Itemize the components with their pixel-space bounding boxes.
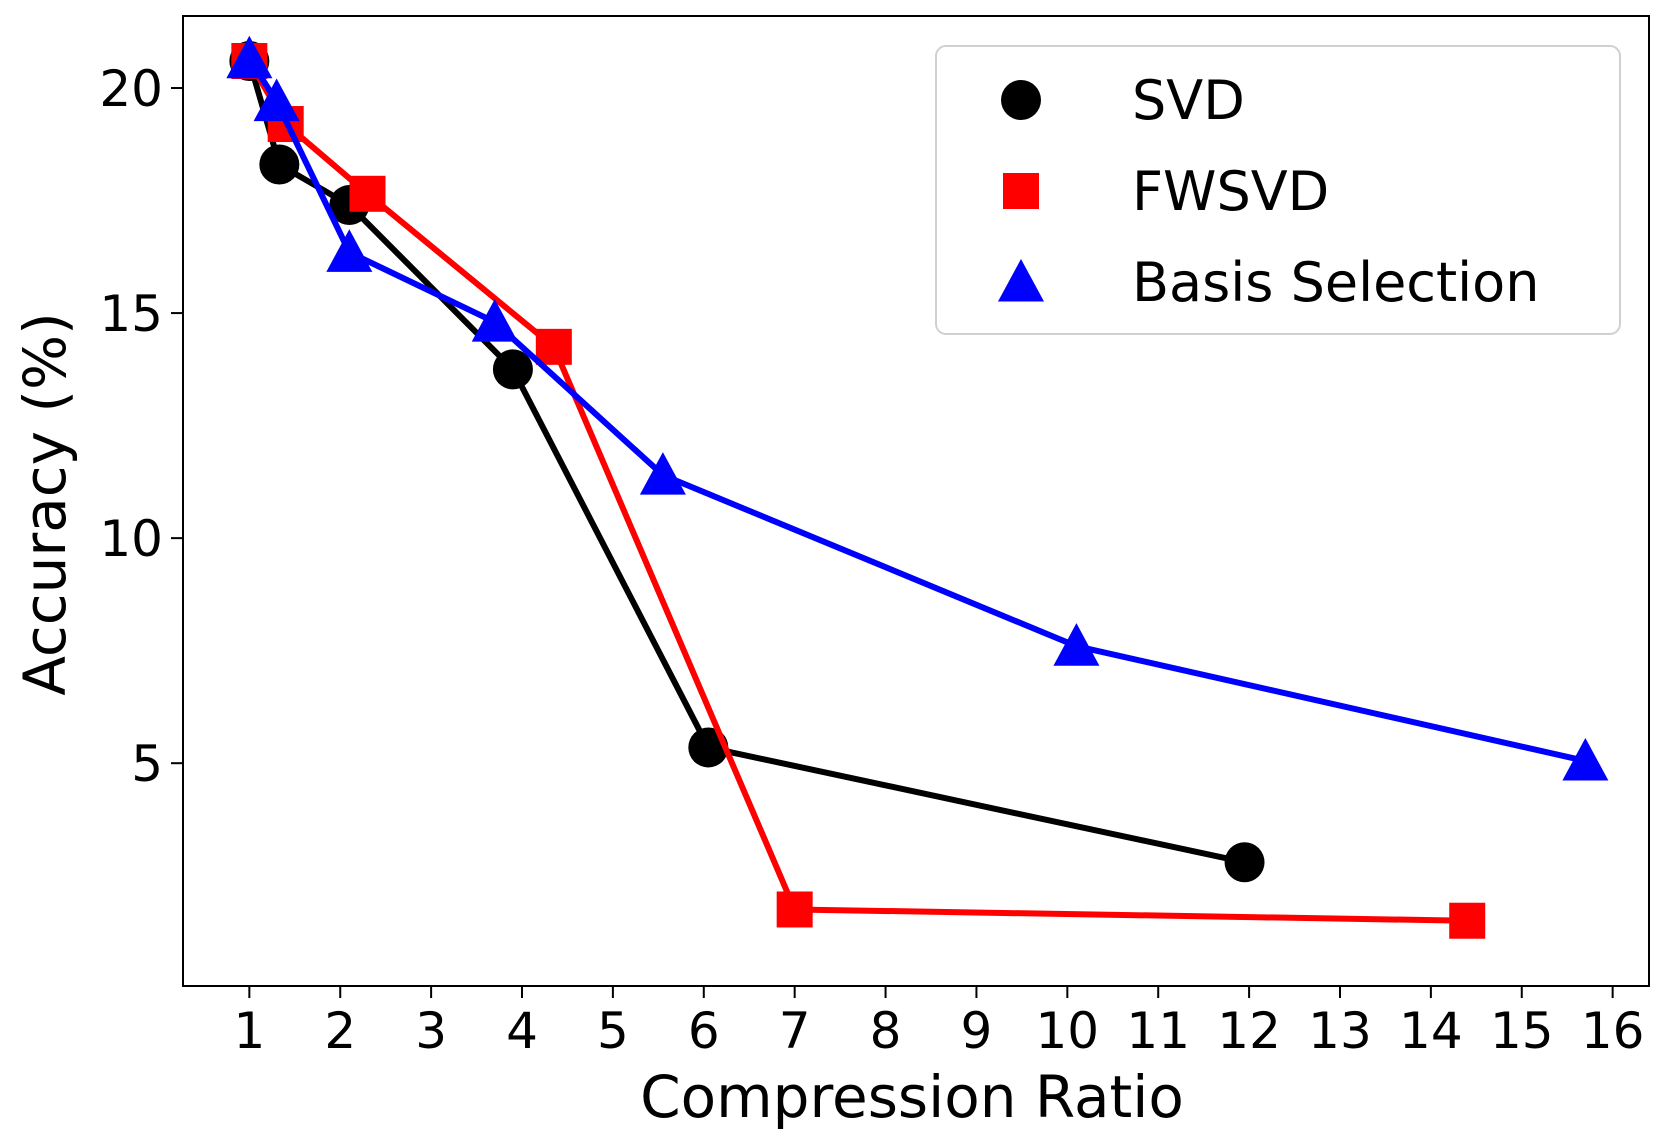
legend-box	[935, 45, 1621, 335]
x-axis-title: Compression Ratio	[640, 1063, 1184, 1131]
data-point-fwsvd	[776, 891, 813, 928]
y-axis-title: Accuracy (%)	[11, 312, 79, 696]
legend-label-svd: SVD	[1132, 69, 1245, 132]
x-tick-label: 16	[1581, 1002, 1645, 1060]
y-tick-label: 5	[131, 735, 163, 793]
legend-item-fwsvd: FWSVD	[1003, 160, 1329, 223]
x-tick-label: 14	[1399, 1002, 1463, 1060]
data-point-basis-selection	[471, 299, 518, 342]
x-tick-label: 12	[1217, 1002, 1281, 1060]
x-tick-label: 5	[597, 1002, 629, 1060]
x-tick-label: 11	[1126, 1002, 1190, 1060]
legend-item-basis-selection: Basis Selection	[998, 251, 1539, 314]
y-tick-label: 15	[99, 285, 163, 343]
x-tick-label: 7	[779, 1002, 811, 1060]
data-point-svd	[1224, 842, 1265, 883]
x-tick-label: 10	[1036, 1002, 1100, 1060]
legend-label-basis-selection: Basis Selection	[1132, 251, 1539, 314]
x-tick-label: 9	[961, 1002, 993, 1060]
y-tick-label: 10	[99, 510, 163, 568]
x-tick-label: 3	[415, 1002, 447, 1060]
data-point-basis-selection	[326, 229, 373, 272]
data-point-basis-selection	[1053, 623, 1100, 666]
series-layer	[226, 35, 1609, 939]
data-point-basis-selection	[253, 78, 300, 122]
data-point-svd	[492, 349, 533, 390]
data-point-basis-selection	[226, 35, 273, 79]
data-point-basis-selection	[1562, 737, 1609, 781]
data-point-fwsvd	[349, 175, 386, 212]
legend-marker-svd	[1001, 80, 1041, 120]
legend: SVD FWSVD Basis Selection	[935, 45, 1621, 335]
data-point-svd	[259, 144, 300, 185]
y-tick-label: 20	[99, 60, 163, 118]
data-point-basis-selection	[639, 452, 686, 495]
x-tick-label: 4	[506, 1002, 538, 1060]
data-point-fwsvd	[535, 328, 572, 365]
plot-frame	[182, 15, 1650, 987]
legend-marker-basis-selection	[998, 259, 1044, 302]
x-tick-label: 6	[688, 1002, 720, 1060]
x-tick-label: 8	[870, 1002, 902, 1060]
x-tick-label: 1	[233, 1002, 265, 1060]
x-tick-label: 15	[1490, 1002, 1554, 1060]
data-point-fwsvd	[1449, 902, 1486, 939]
x-tick-label: 2	[324, 1002, 356, 1060]
x-tick-label: 13	[1308, 1002, 1372, 1060]
legend-label-fwsvd: FWSVD	[1132, 160, 1329, 223]
legend-marker-fwsvd	[1003, 173, 1039, 209]
series-basis-selection	[226, 35, 1609, 781]
legend-item-svd: SVD	[1001, 69, 1245, 132]
